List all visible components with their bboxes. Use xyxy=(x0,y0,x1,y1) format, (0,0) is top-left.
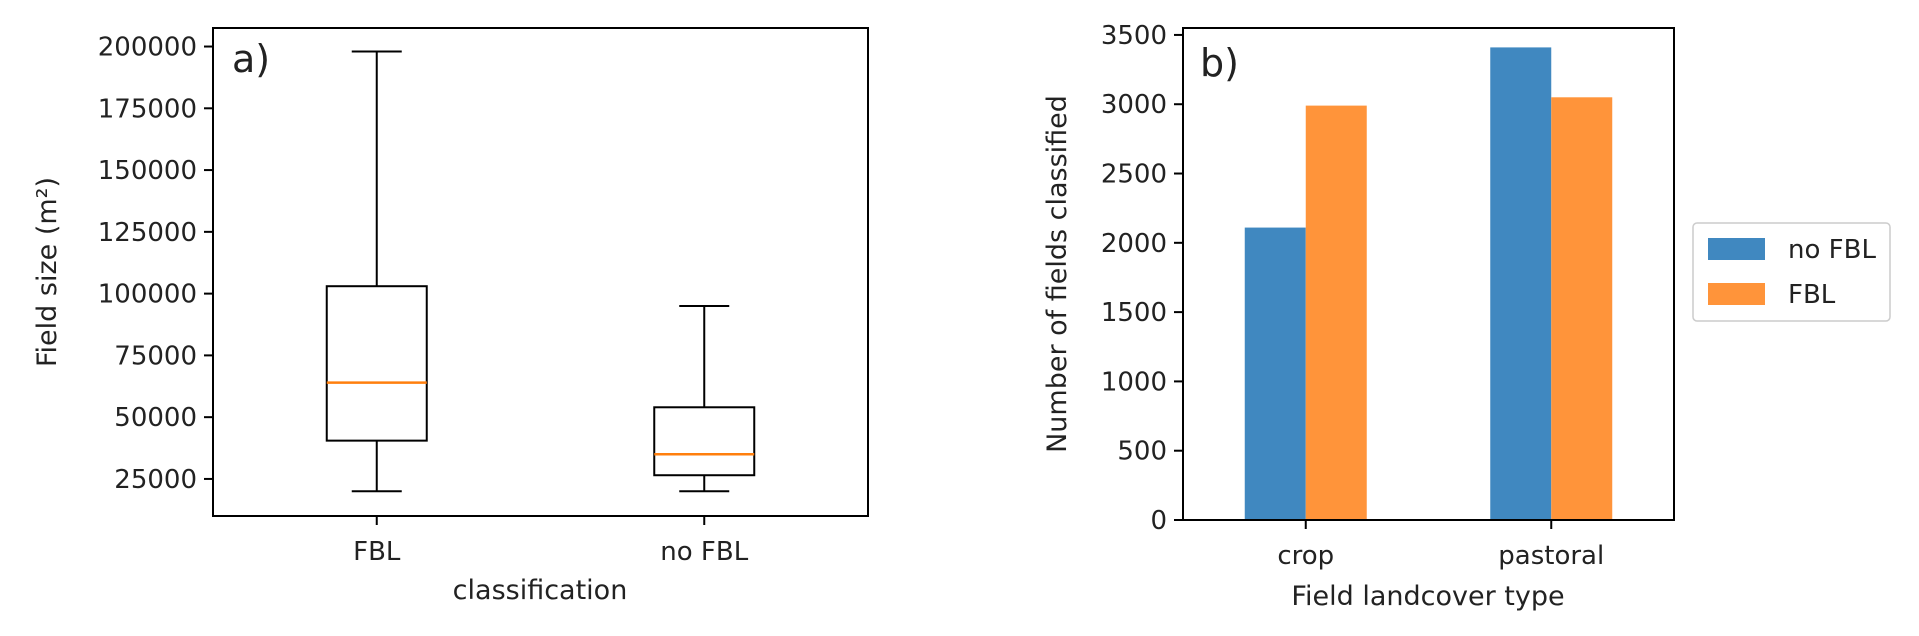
y-tick-label: 500 xyxy=(1117,437,1167,467)
bar-no-fbl xyxy=(1244,227,1306,520)
legend-label: no FBL xyxy=(1788,235,1876,265)
box-plot-panel: 25000 50000 75000 100000 125000 150000 175000 2… xyxy=(32,27,869,606)
legend-swatch-fbl xyxy=(1708,283,1765,305)
y-tick-label: 2000 xyxy=(1101,229,1167,259)
box xyxy=(325,285,428,442)
bar-chart-x-axis-label: Field landcover type xyxy=(1291,581,1564,612)
y-tick-label: 25000 xyxy=(114,465,197,495)
legend-label: FBL xyxy=(1788,280,1836,310)
y-tick-label: 1000 xyxy=(1101,367,1167,397)
x-tick-label: crop xyxy=(1277,541,1334,571)
x-tick-label: pastoral xyxy=(1498,541,1604,571)
box-plot-frame xyxy=(212,27,869,517)
bar-chart-legend: no FBL FBL xyxy=(1692,222,1891,322)
bar-no-fbl xyxy=(1490,47,1552,520)
box-plot-panel-label: a) xyxy=(232,37,270,81)
y-tick-label: 100000 xyxy=(98,280,197,310)
y-tick-label: 1500 xyxy=(1101,298,1167,328)
y-tick-label: 75000 xyxy=(114,341,197,371)
x-tick-label: no FBL xyxy=(660,537,748,567)
bar-fbl xyxy=(1305,105,1367,520)
box xyxy=(653,406,756,477)
y-tick-label: 3500 xyxy=(1101,21,1167,51)
x-tick-label: FBL xyxy=(353,537,401,567)
y-tick-label: 175000 xyxy=(98,94,197,124)
y-tick-label: 200000 xyxy=(98,33,197,63)
bar-chart-frame xyxy=(1182,27,1675,521)
y-tick-label: 2500 xyxy=(1101,160,1167,190)
box-plot-y-axis-label: Field size (m²) xyxy=(32,177,63,367)
y-tick-label: 0 xyxy=(1150,506,1167,536)
legend-swatch-no-fbl xyxy=(1708,238,1765,260)
y-tick-label: 3000 xyxy=(1101,90,1167,120)
bar-chart-y-axis-label: Number of fields classified xyxy=(1042,95,1073,453)
y-tick-label: 125000 xyxy=(98,218,197,248)
y-tick-label: 50000 xyxy=(114,403,197,433)
bar-chart-panel: 0 500 1000 1500 2000 2500 3000 3500 crop pastoral… xyxy=(1042,21,1891,612)
box-plot-x-axis-label: classification xyxy=(453,575,628,606)
y-tick-label: 150000 xyxy=(98,156,197,186)
bar-fbl xyxy=(1551,97,1613,520)
bar-chart-panel-label: b) xyxy=(1200,41,1239,85)
